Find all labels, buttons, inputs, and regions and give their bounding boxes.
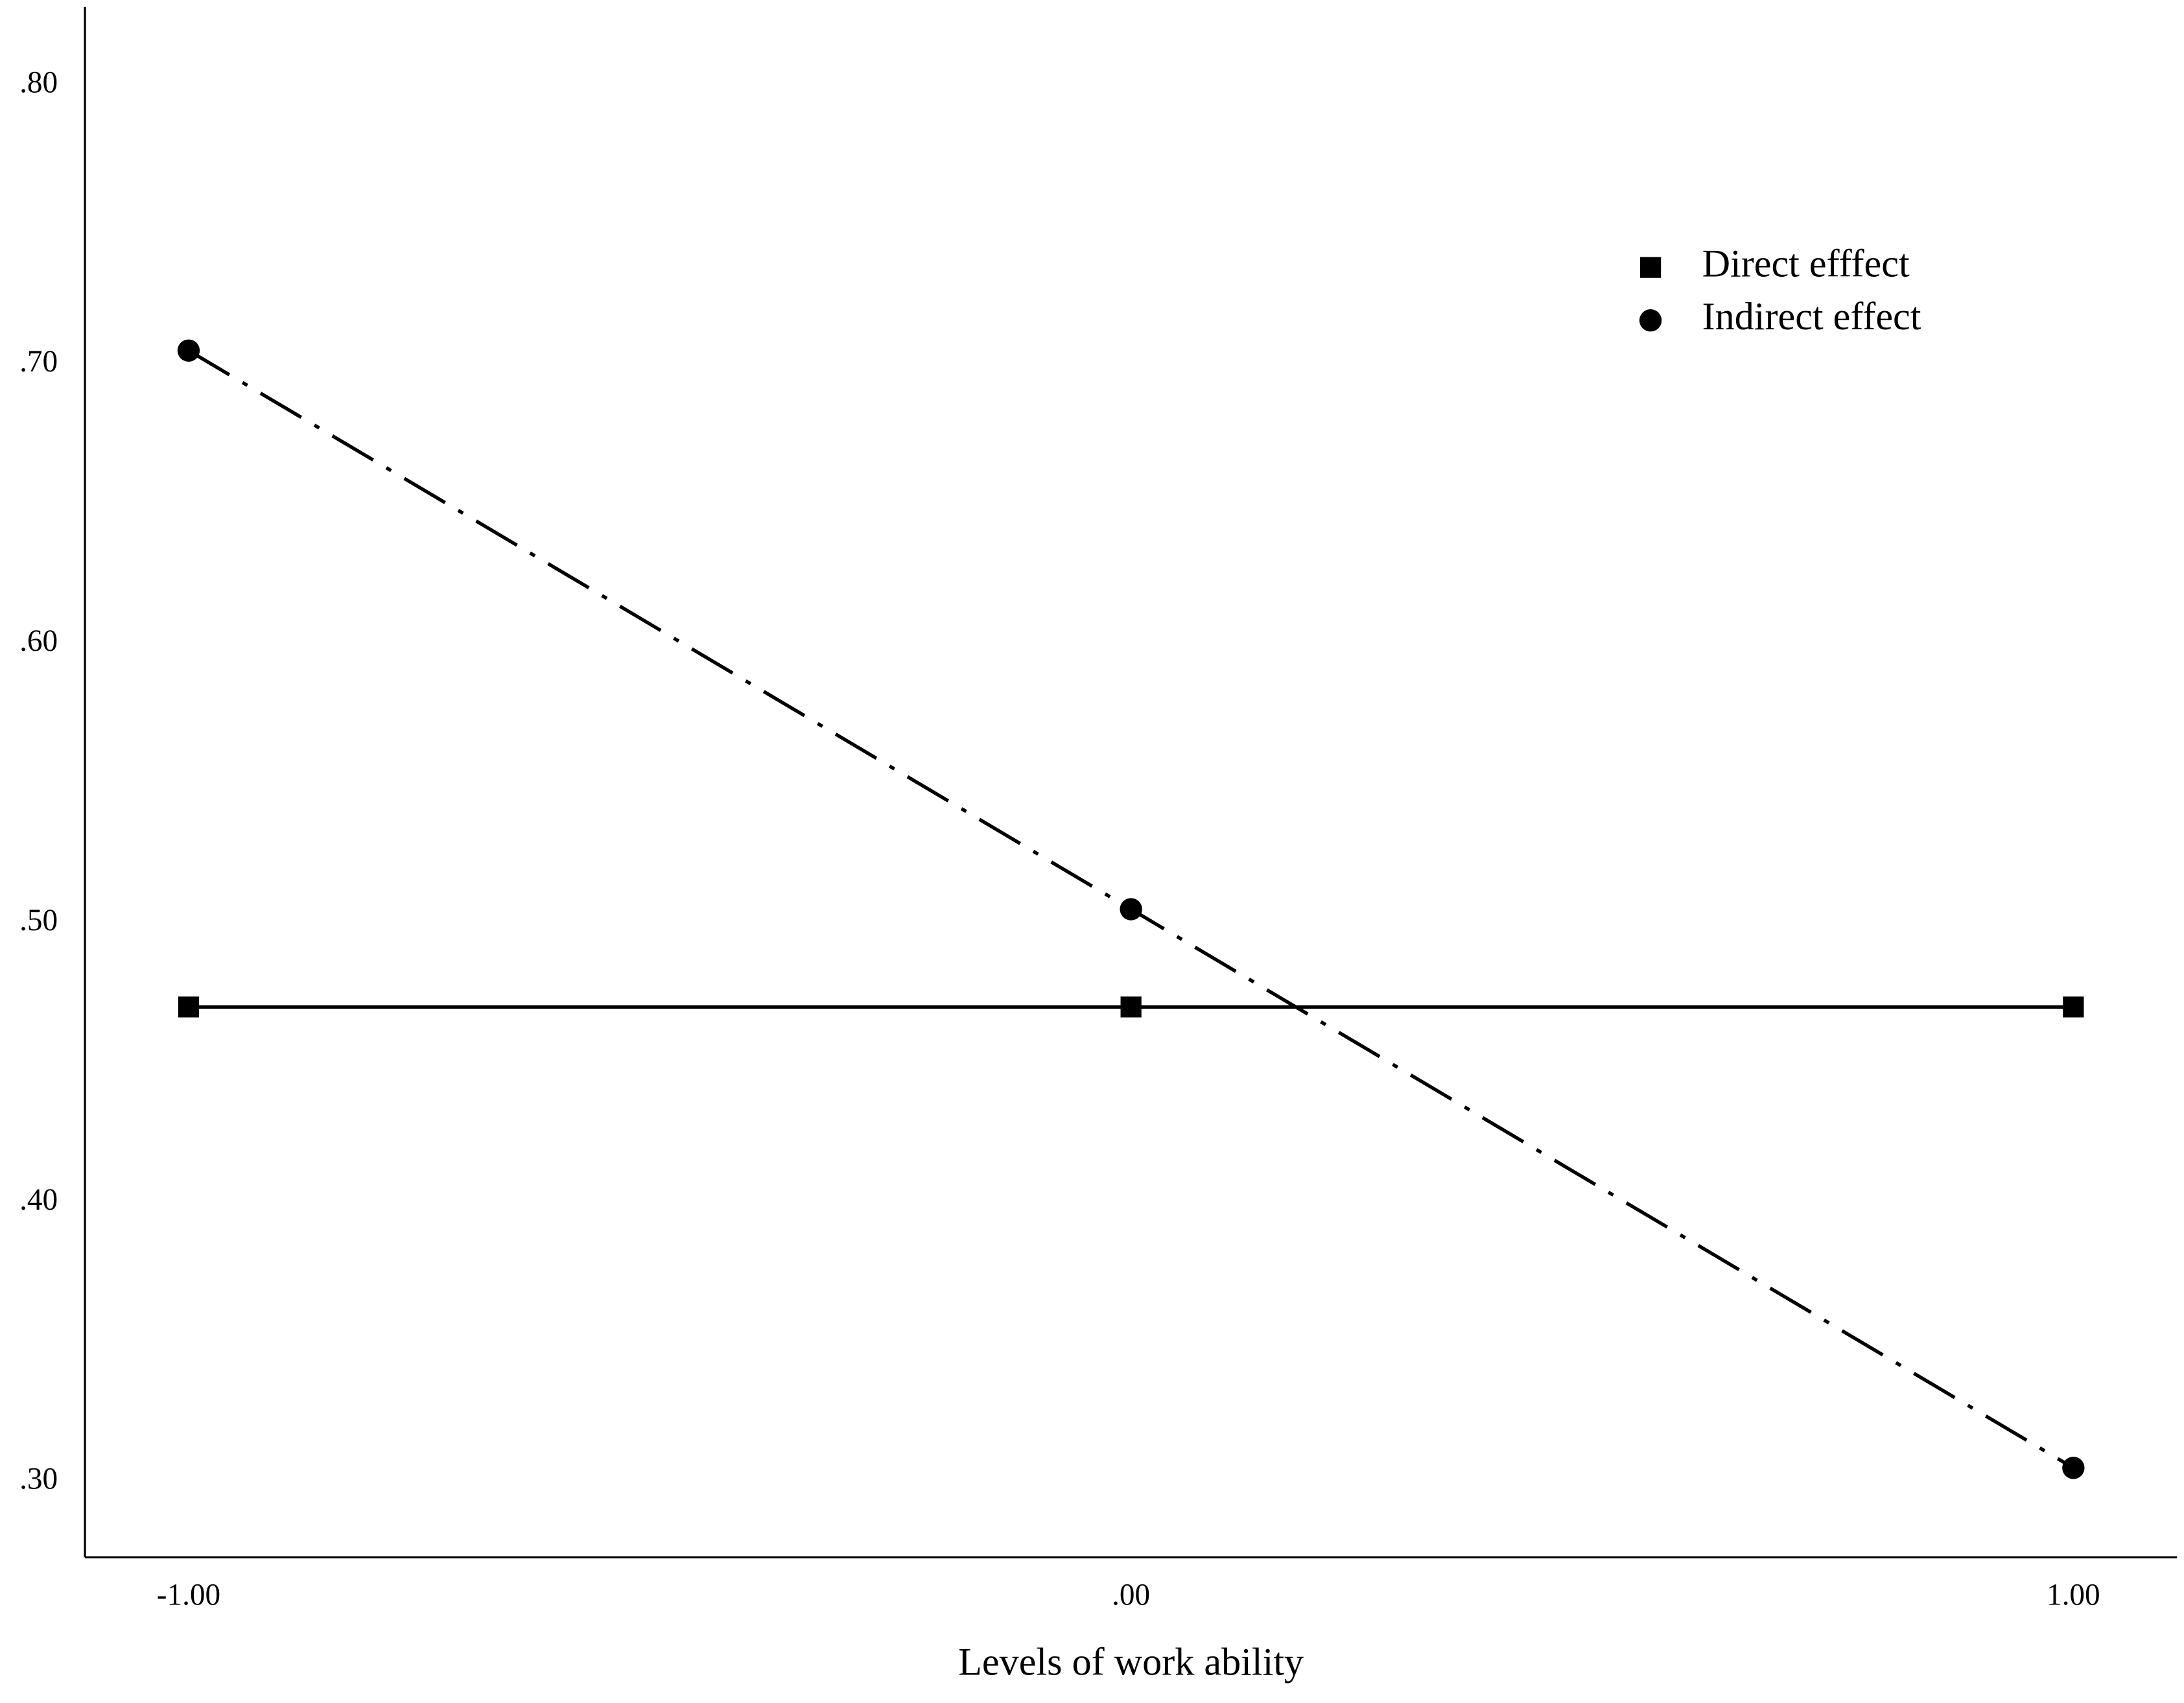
x-tick-label: -1.00 bbox=[157, 1578, 220, 1612]
data-point bbox=[2063, 996, 2084, 1018]
legend-marker bbox=[1639, 309, 1662, 332]
legend-marker bbox=[1639, 257, 1661, 278]
data-point bbox=[178, 996, 200, 1018]
y-tick-label: .30 bbox=[19, 1462, 58, 1496]
legend-text: Indirect effect bbox=[1702, 295, 1921, 338]
y-tick-label: .70 bbox=[19, 345, 58, 379]
x-tick-label: 1.00 bbox=[2047, 1578, 2100, 1612]
y-tick-label: .40 bbox=[19, 1183, 58, 1217]
y-tick-label: .60 bbox=[19, 624, 58, 658]
data-point bbox=[1120, 898, 1142, 921]
data-point bbox=[1120, 996, 1142, 1018]
y-tick-label: .80 bbox=[19, 65, 58, 99]
x-tick-label: .00 bbox=[1112, 1578, 1150, 1612]
data-point bbox=[177, 339, 200, 362]
y-tick-label: .50 bbox=[19, 904, 58, 937]
legend-text: Direct efffect bbox=[1702, 242, 1910, 285]
x-axis-label: Levels of work ability bbox=[958, 1641, 1304, 1684]
data-point bbox=[2062, 1457, 2085, 1479]
